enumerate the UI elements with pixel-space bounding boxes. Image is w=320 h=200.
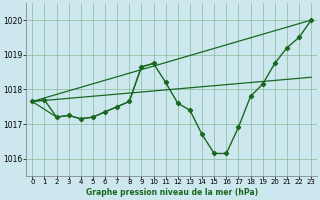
X-axis label: Graphe pression niveau de la mer (hPa): Graphe pression niveau de la mer (hPa) bbox=[86, 188, 258, 197]
